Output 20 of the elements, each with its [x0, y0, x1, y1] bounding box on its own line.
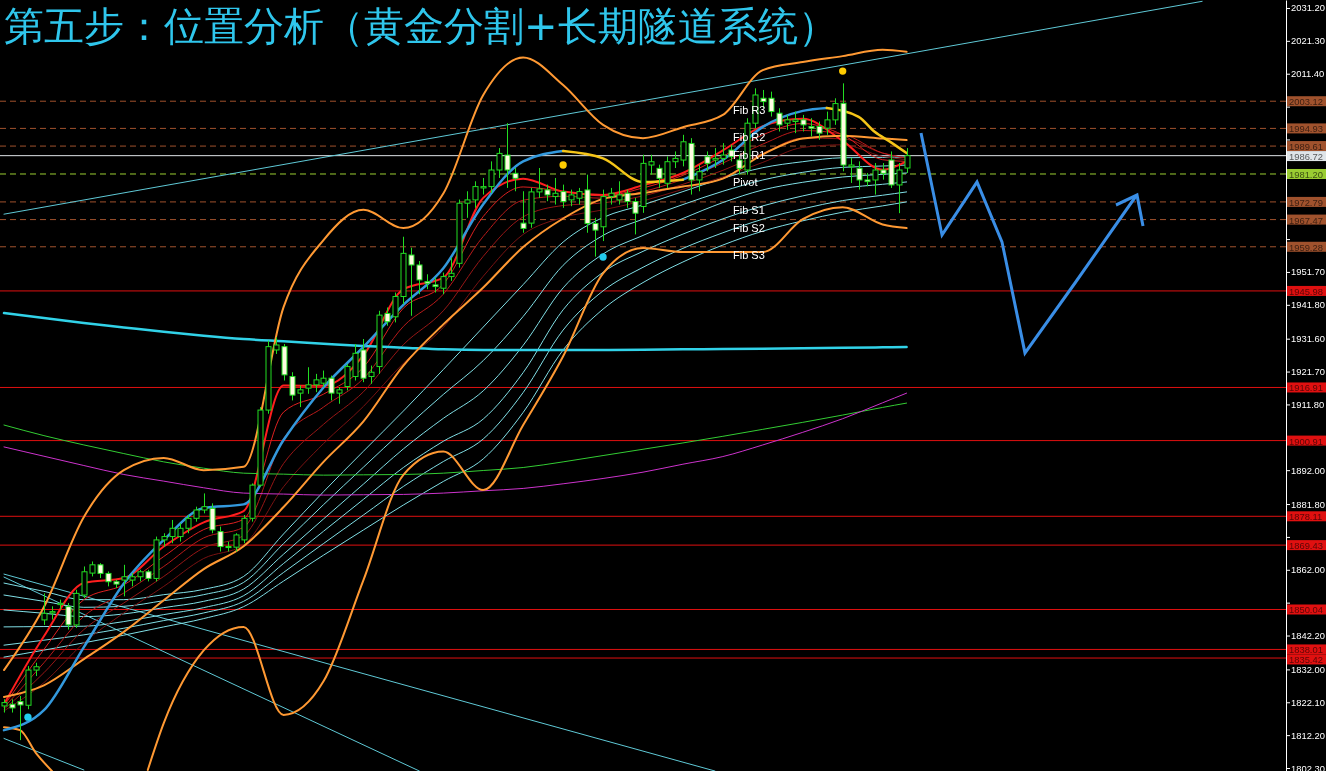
y-tick-label: 1941.80 [1291, 299, 1325, 311]
ref-line-label: Fib R3 [733, 103, 766, 116]
y-tick-label: 2031.20 [1291, 2, 1325, 14]
y-tick-label: 1802.30 [1291, 762, 1325, 771]
y-tick-label: 1951.70 [1291, 266, 1325, 278]
y-tick-label: 1881.80 [1291, 498, 1325, 510]
y-tick-label: 1892.00 [1291, 464, 1325, 476]
y-tick-label: 1812.20 [1291, 729, 1325, 741]
ref-line-label: Pivot [733, 176, 758, 189]
y-tick-label: 2021.30 [1291, 35, 1325, 47]
y-tick-label: 1842.20 [1291, 630, 1325, 642]
ref-line-label: Fib S3 [733, 249, 765, 262]
chart-title: 第五步：位置分析（黄金分割+长期隧道系统） [4, 3, 838, 49]
y-tick-label: 1921.70 [1291, 366, 1325, 378]
y-tick-label: 1832.00 [1291, 663, 1325, 675]
y-tick-label: 1862.00 [1291, 564, 1325, 576]
y-tick-label: 1911.80 [1291, 398, 1325, 410]
y-tick-label: 2011.40 [1291, 68, 1325, 80]
y-tick-label: 1931.60 [1291, 333, 1325, 345]
y-tick-label: 1822.10 [1291, 696, 1325, 708]
